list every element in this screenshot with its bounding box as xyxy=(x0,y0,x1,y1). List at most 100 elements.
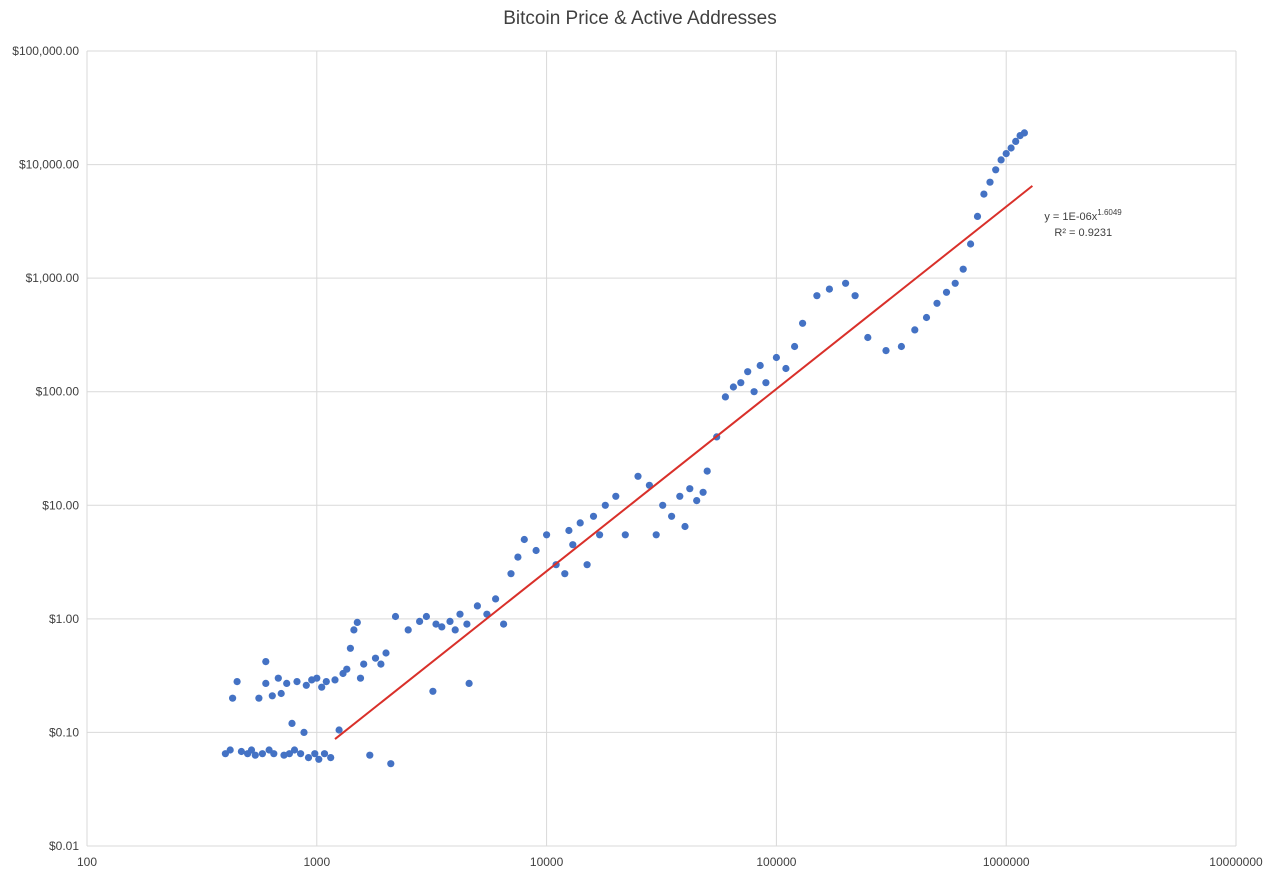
x-tick-label: 10000000 xyxy=(1209,855,1263,869)
data-point xyxy=(302,681,310,689)
data-point xyxy=(942,288,951,296)
y-tick-label: $0.10 xyxy=(49,725,79,739)
data-point xyxy=(897,342,906,351)
data-point xyxy=(391,612,400,621)
trendline-exponent: 1.6049 xyxy=(1097,208,1122,217)
data-point xyxy=(659,501,667,509)
trendline-equation: y = 1E-06x1.6049 R² = 0.9231 xyxy=(1044,208,1122,239)
y-tick-label: $1,000.00 xyxy=(26,271,80,285)
grid-lines xyxy=(86,50,1237,847)
data-point xyxy=(350,626,358,634)
data-point xyxy=(318,683,326,691)
data-point xyxy=(1007,144,1015,152)
data-point xyxy=(270,750,278,758)
data-point xyxy=(382,649,390,657)
data-point xyxy=(311,750,319,758)
data-point xyxy=(255,694,263,702)
data-point xyxy=(967,240,975,248)
data-point xyxy=(851,292,859,300)
data-point xyxy=(721,393,730,401)
data-point xyxy=(346,644,354,652)
data-point xyxy=(258,750,266,758)
data-point xyxy=(601,501,609,509)
data-point xyxy=(825,285,834,293)
data-point xyxy=(782,364,790,373)
chart-title: Bitcoin Price & Active Addresses xyxy=(503,8,777,29)
data-point xyxy=(1002,150,1010,158)
y-tick-label: $10.00 xyxy=(42,498,79,512)
data-point xyxy=(576,519,584,527)
data-point xyxy=(951,279,959,287)
data-point xyxy=(772,353,781,362)
data-point xyxy=(465,679,473,688)
y-tick-label: $100.00 xyxy=(36,385,80,399)
data-point xyxy=(997,156,1005,164)
data-point xyxy=(634,472,642,480)
data-point xyxy=(473,602,481,610)
data-point xyxy=(251,751,259,759)
data-point xyxy=(327,754,335,762)
data-point xyxy=(813,292,821,300)
data-point xyxy=(320,750,329,758)
data-point xyxy=(959,265,967,273)
data-point xyxy=(911,326,919,334)
data-point xyxy=(229,694,237,702)
data-point xyxy=(233,678,241,686)
data-point xyxy=(387,760,395,768)
data-point xyxy=(882,347,890,355)
data-point xyxy=(429,687,437,695)
data-point xyxy=(561,570,569,578)
data-point xyxy=(612,492,620,500)
data-point xyxy=(986,178,994,186)
data-point xyxy=(992,166,1000,174)
data-point xyxy=(532,546,540,555)
data-point xyxy=(463,620,471,628)
data-point xyxy=(621,531,629,539)
data-point xyxy=(933,299,941,307)
data-point xyxy=(596,531,604,539)
data-point xyxy=(262,658,270,666)
data-point xyxy=(922,313,931,322)
data-point xyxy=(744,368,752,376)
data-point xyxy=(703,467,711,475)
data-point xyxy=(331,676,339,684)
data-point xyxy=(304,754,313,762)
x-tick-label: 100 xyxy=(77,855,97,869)
data-point xyxy=(799,319,807,327)
data-point xyxy=(438,623,446,631)
data-point xyxy=(356,674,365,682)
data-point xyxy=(980,190,988,198)
data-point xyxy=(277,689,285,698)
data-point xyxy=(842,279,850,287)
data-point xyxy=(652,531,660,539)
data-point xyxy=(262,679,270,688)
data-point xyxy=(668,512,676,520)
data-point xyxy=(283,679,291,688)
trendline-group xyxy=(334,185,1034,740)
y-tick-label: $100,000.00 xyxy=(12,44,79,58)
data-point xyxy=(737,379,745,387)
data-point xyxy=(432,620,440,628)
x-tick-label: 1000000 xyxy=(983,855,1030,869)
data-point xyxy=(280,751,288,759)
data-point xyxy=(237,747,245,756)
data-point xyxy=(285,750,293,758)
data-point xyxy=(1020,129,1028,137)
data-point xyxy=(791,342,799,351)
data-point xyxy=(416,617,424,626)
data-point xyxy=(226,746,234,754)
data-point xyxy=(300,728,308,737)
data-point xyxy=(451,626,459,634)
data-point xyxy=(543,531,551,539)
data-point xyxy=(762,379,770,387)
data-point xyxy=(293,678,301,686)
data-point xyxy=(589,512,598,520)
trendline-equation-text: y = 1E-06x1.6049 xyxy=(1044,208,1122,223)
y-tick-label: $0.01 xyxy=(49,839,79,853)
data-point xyxy=(404,626,412,634)
data-point xyxy=(756,361,764,370)
data-point xyxy=(343,665,351,673)
x-tick-label: 1000 xyxy=(303,855,330,869)
data-point xyxy=(297,750,305,758)
